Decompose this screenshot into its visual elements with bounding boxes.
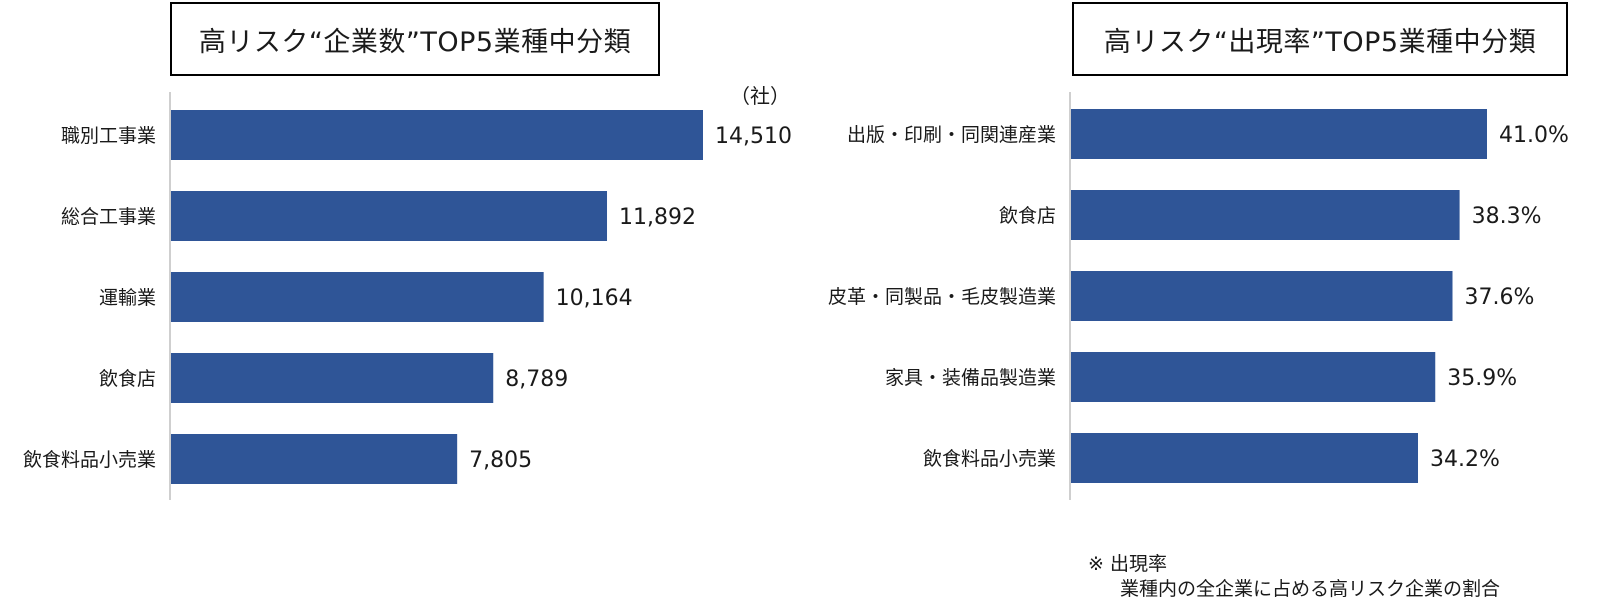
bar-0-0 bbox=[171, 110, 703, 160]
category-label-0-0: 職別工事業 bbox=[61, 125, 156, 147]
chart-title-occurrence-rate: 高リスク“出現率”TOP5業種中分類 bbox=[1072, 2, 1568, 76]
category-label-0-1: 総合工事業 bbox=[61, 206, 156, 228]
unit-label: （社） bbox=[730, 84, 790, 108]
bar-1-2 bbox=[1071, 271, 1453, 321]
bar-1-0 bbox=[1071, 109, 1487, 159]
category-label-0-4: 飲食料品小売業 bbox=[23, 449, 156, 471]
footnote: ※ 出現率 業種内の全企業に占める高リスク企業の割合 bbox=[1088, 552, 1500, 602]
bar-0-1 bbox=[171, 191, 608, 241]
category-label-0-3: 飲食店 bbox=[99, 368, 156, 390]
bar-0-2 bbox=[171, 272, 544, 322]
data-label-1-1: 38.3% bbox=[1472, 204, 1542, 229]
bar-1-3 bbox=[1071, 352, 1436, 402]
data-label-1-2: 37.6% bbox=[1465, 285, 1535, 310]
bar-1-1 bbox=[1071, 190, 1460, 240]
bar-0-4 bbox=[171, 434, 458, 484]
category-label-0-2: 運輸業 bbox=[99, 287, 156, 309]
data-label-1-0: 41.0% bbox=[1499, 123, 1569, 148]
bar-0-3 bbox=[171, 353, 494, 403]
footnote-line1: ※ 出現率 bbox=[1088, 553, 1167, 575]
data-label-0-2: 10,164 bbox=[556, 286, 633, 311]
data-label-0-3: 8,789 bbox=[505, 367, 568, 392]
data-label-1-4: 34.2% bbox=[1430, 447, 1500, 472]
company-count-bar-chart: 職別工事業 14,510 総合工事業 11,892 運輸業 10,164 飲食店 8,789 飲… bbox=[23, 92, 792, 500]
category-label-1-3: 家具・装備品製造業 bbox=[885, 367, 1056, 389]
category-label-1-1: 飲食店 bbox=[999, 205, 1056, 227]
data-label-0-4: 7,805 bbox=[469, 448, 532, 473]
category-label-1-2: 皮革・同製品・毛皮製造業 bbox=[828, 286, 1056, 308]
category-label-1-0: 出版・印刷・同関連産業 bbox=[847, 124, 1056, 146]
category-label-1-4: 飲食料品小売業 bbox=[923, 448, 1056, 470]
data-label-0-0: 14,510 bbox=[715, 124, 792, 149]
data-label-1-3: 35.9% bbox=[1447, 366, 1517, 391]
data-label-0-1: 11,892 bbox=[619, 205, 696, 230]
chart-title-company-count: 高リスク“企業数”TOP5業種中分類 bbox=[170, 2, 660, 76]
bar-1-4 bbox=[1071, 433, 1419, 483]
occurrence-rate-bar-chart: 出版・印刷・同関連産業 41.0% 飲食店 38.3% 皮革・同製品・毛皮製造業 37.6… bbox=[828, 92, 1569, 500]
footnote-line2: 業種内の全企業に占める高リスク企業の割合 bbox=[1120, 578, 1501, 600]
